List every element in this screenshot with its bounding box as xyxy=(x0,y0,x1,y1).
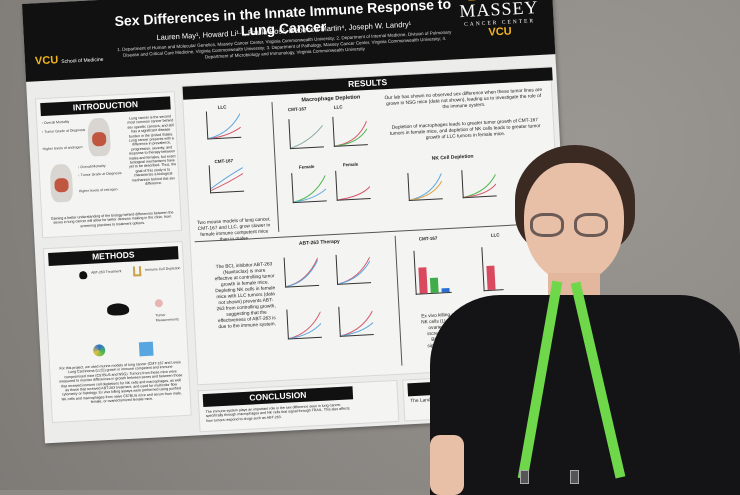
massey-logo: MASSEY CANCER CENTER VCU xyxy=(452,0,547,40)
column-label: LLC xyxy=(333,104,343,110)
macrophage-chart xyxy=(332,115,368,147)
glasses-icon xyxy=(530,213,564,237)
introduction-panel: INTRODUCTION ↑ Overall Mortality ↑ Tumor… xyxy=(34,91,183,239)
female-point: Higher levels of estrogen xyxy=(78,187,118,194)
methods-body: For this project, we used murine models … xyxy=(59,360,183,405)
conclusion-panel: CONCLUSION The immune system plays an im… xyxy=(197,379,400,433)
abt263-chart xyxy=(286,307,322,340)
arm xyxy=(430,435,464,495)
abt263-chart xyxy=(283,255,320,288)
tumor-icon xyxy=(154,299,164,308)
introduction-body: Lung cancer is the second most common ca… xyxy=(127,114,177,186)
macrophage-chart xyxy=(291,171,327,204)
abt263-chart xyxy=(335,253,372,285)
nk-chart-cmt167 xyxy=(407,171,443,202)
macrophage-chart xyxy=(335,169,371,201)
lungs-icon xyxy=(54,177,69,193)
glasses-icon xyxy=(574,213,608,237)
mouse-icon xyxy=(106,302,130,316)
results-panel: RESULTS LLC CMT-167 Two mouse models of … xyxy=(181,66,567,386)
nsg-text: Our lab has shown no observed sex differ… xyxy=(384,87,543,111)
female-point: ↓ Overall Mortality xyxy=(77,163,106,170)
histology-icon xyxy=(138,341,154,357)
vcu-school-logo: VCU School of Medicine xyxy=(34,54,104,68)
growth-chart-cmt167 xyxy=(208,163,245,194)
abt263-chart xyxy=(338,305,374,337)
antibody-icon xyxy=(132,266,142,277)
row-label: Female xyxy=(298,163,315,170)
method-label: ABT-263 Treatment xyxy=(91,269,122,275)
researcher xyxy=(420,145,740,495)
research-poster: VCU School of Medicine Sex Differences in… xyxy=(22,0,575,444)
chart-title: LLC xyxy=(217,104,227,110)
macrophage-chart xyxy=(288,117,324,150)
depletion-text: Depletion of macrophages leads to greate… xyxy=(389,118,541,142)
badge-clip-icon xyxy=(570,470,579,484)
male-point: ↑ Tumor Grade at Diagnosis xyxy=(41,127,86,135)
method-label: Tumor Measurements xyxy=(155,312,179,323)
abt263-title: ABT-263 Therapy xyxy=(298,238,340,247)
lungs-icon xyxy=(91,131,107,147)
male-point: Higher levels of androgen xyxy=(42,145,83,152)
methods-header: METHODS xyxy=(48,246,179,266)
divider xyxy=(394,235,403,366)
nk-chart-llc xyxy=(461,168,497,199)
chart-title: CMT-167 xyxy=(214,158,234,165)
row-label: Female xyxy=(342,161,359,168)
flow-cytometry-icon xyxy=(92,344,106,357)
method-label: Immune Cell Depletion xyxy=(144,266,181,272)
abt263-text: The BCL inhibitor ABT-263 (Navitoclax) i… xyxy=(214,262,277,331)
column-label: CMT-167 xyxy=(287,106,307,113)
male-point: ↑ Overall Mortality xyxy=(41,119,70,126)
methods-panel: METHODS ABT-263 Treatment Immune Cell De… xyxy=(42,240,192,424)
face xyxy=(524,163,624,283)
introduction-header: INTRODUCTION xyxy=(40,96,171,117)
growth-chart-llc xyxy=(205,109,242,140)
introduction-footer: Gaining a better understanding of the bi… xyxy=(50,210,174,229)
badge-clip-icon xyxy=(520,470,529,484)
divider xyxy=(271,102,280,232)
macrophage-depletion-title: Macrophage Depletion xyxy=(301,94,361,104)
female-point: ↓ Tumor Grade at Diagnosis xyxy=(77,171,122,178)
mouse-icon xyxy=(79,270,88,280)
